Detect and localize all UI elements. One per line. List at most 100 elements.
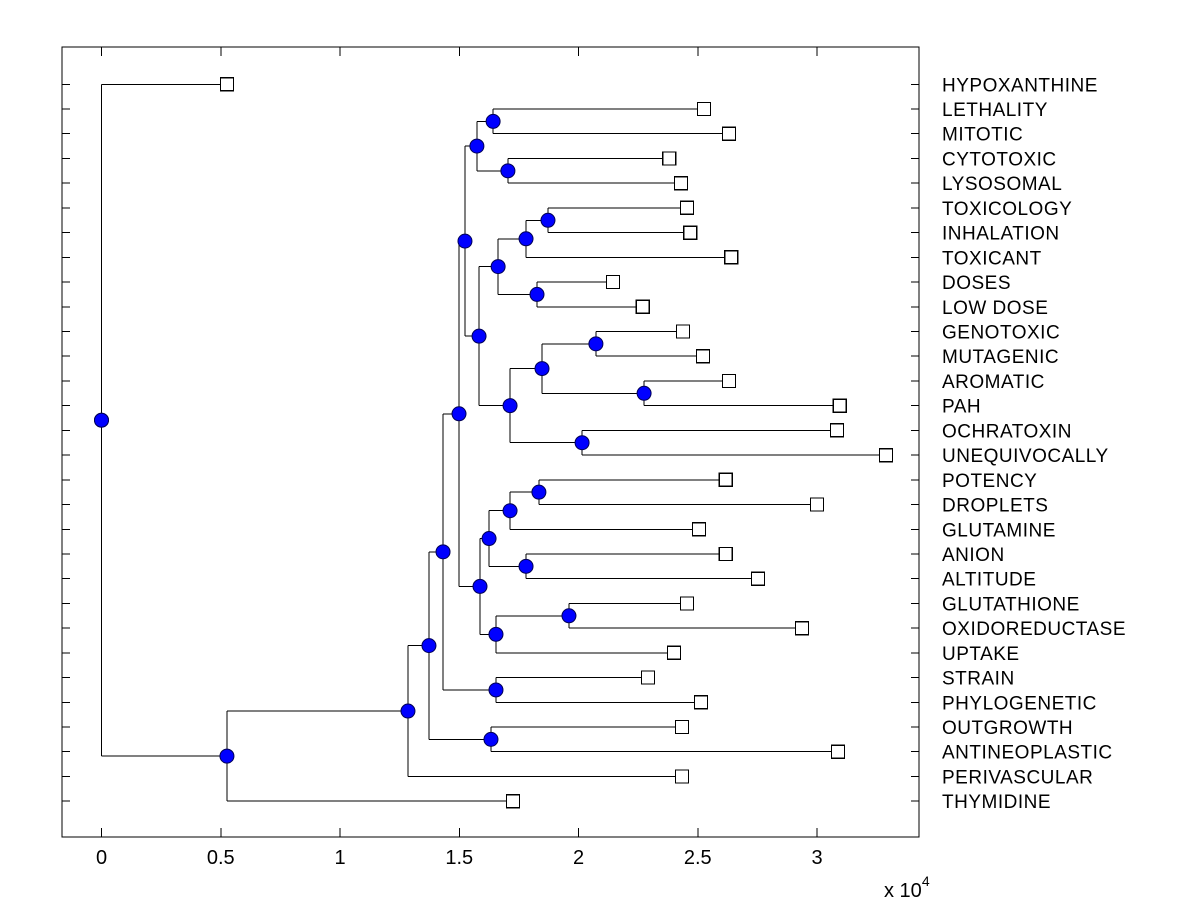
internal-node-marker (457, 233, 473, 249)
internal-node-marker (518, 558, 534, 574)
leaf-marker (666, 645, 682, 661)
leaf-label: TOXICOLOGY (942, 199, 1072, 220)
leaf-marker (691, 522, 707, 537)
leaf-marker (674, 719, 690, 735)
leaf-label: UNEQUIVOCALLY (942, 446, 1109, 467)
leaf-marker (721, 126, 737, 141)
leaf-marker (635, 299, 651, 314)
internal-node-marker (561, 608, 577, 624)
leaf-label: AROMATIC (942, 372, 1045, 393)
internal-node-marker (574, 435, 590, 451)
leaf-label: MUTAGENIC (942, 347, 1059, 368)
internal-node-marker (94, 412, 109, 428)
leaf-marker (832, 398, 848, 413)
leaf-markers (219, 77, 894, 809)
internal-node-marker (472, 578, 488, 594)
leaf-label: LETHALITY (942, 100, 1048, 121)
leaf-label: INHALATION (942, 224, 1060, 245)
internal-node-marker (502, 503, 518, 519)
leaf-marker (675, 324, 691, 339)
leaf-marker (721, 373, 737, 389)
leaf-marker (794, 620, 810, 636)
leaf-marker (718, 546, 734, 562)
internal-node-marker (421, 638, 437, 654)
leaf-label: LOW DOSE (942, 298, 1048, 319)
internal-node-marker (534, 361, 550, 377)
internal-node-marker (500, 163, 516, 179)
leaf-label: ANTINEOPLASTIC (942, 743, 1113, 764)
leaf-label: THYMIDINE (942, 792, 1051, 813)
leaf-marker (695, 349, 711, 364)
internal-node-marker (502, 398, 518, 414)
leaf-marker (605, 274, 621, 290)
leaf-marker (809, 497, 825, 512)
internal-node-marker (219, 748, 235, 764)
leaf-label: ALTITUDE (942, 570, 1036, 591)
leaf-label: PHYLOGENETIC (942, 693, 1097, 714)
leaf-label: POTENCY (942, 471, 1037, 492)
leaf-marker (723, 250, 739, 265)
x-tick-label: 1 (334, 847, 345, 869)
internal-node-marker (518, 231, 534, 247)
x-tick-label: 2 (573, 847, 584, 869)
internal-node-marker (400, 703, 416, 719)
leaf-label: ANION (942, 545, 1005, 566)
internal-node-marker (481, 531, 497, 547)
leaf-label: DOSES (942, 273, 1011, 294)
leaf-marker (219, 77, 235, 92)
labels: 0 0.5 1 1.5 2 2.5 3 x 104 HYPOXANTHINE LETHALITY M… (96, 75, 1126, 902)
leaf-marker (673, 176, 689, 191)
internal-node-marker (540, 212, 556, 228)
internal-node-marker (488, 626, 504, 642)
internal-node-marker (529, 286, 545, 302)
leaf-label: GLUTAMINE (942, 520, 1056, 541)
leaf-marker (829, 423, 845, 438)
internal-node-marker (488, 682, 504, 698)
internal-node-marker (531, 484, 547, 500)
leaf-marker (750, 571, 766, 586)
leaf-marker (505, 794, 521, 809)
leaf-marker (830, 744, 846, 759)
leaf-label: PERIVASCULAR (942, 767, 1093, 788)
internal-node-marker (490, 259, 506, 275)
internal-node-marker (485, 113, 501, 129)
node-markers (94, 113, 652, 764)
internal-node-marker (483, 731, 499, 747)
leaf-label: CYTOTOXIC (942, 149, 1057, 170)
x-tick-label: 3 (811, 847, 822, 869)
axes (61, 46, 920, 838)
internal-node-marker (451, 406, 467, 422)
leaf-marker (679, 596, 695, 611)
leaf-label: HYPOXANTHINE (942, 75, 1098, 96)
leaf-label: DROPLETS (942, 496, 1048, 517)
axis-multiplier-label: x 104 (884, 873, 930, 900)
leaf-label: STRAIN (942, 669, 1015, 690)
leaf-marker (679, 200, 695, 216)
leaf-label: LYSOSOMAL (942, 174, 1062, 195)
leaf-marker (661, 151, 677, 166)
internal-node-marker (435, 544, 451, 560)
leaf-label: OCHRATOXIN (942, 421, 1072, 442)
leaf-label: MITOTIC (942, 125, 1023, 146)
internal-node-marker (636, 385, 652, 401)
leaf-label: TOXICANT (942, 248, 1042, 269)
leaf-marker (693, 695, 709, 710)
leaf-marker (682, 225, 698, 240)
leaf-marker (878, 447, 894, 463)
leaf-marker (696, 101, 712, 117)
x-tick-label: 0 (96, 847, 107, 869)
x-tick-label: 0.5 (207, 847, 235, 869)
x-tick-label: 2.5 (684, 847, 712, 869)
leaf-label: OXIDOREDUCTASE (942, 619, 1126, 640)
internal-node-marker (469, 138, 485, 154)
leaf-label: GLUTATHIONE (942, 594, 1080, 615)
leaf-marker (640, 670, 656, 685)
leaf-label: OUTGROWTH (942, 718, 1073, 739)
leaf-marker (674, 769, 690, 784)
internal-node-marker (471, 328, 487, 344)
leaf-label: UPTAKE (942, 644, 1020, 665)
internal-node-marker (588, 336, 604, 352)
x-tick-label: 1.5 (445, 847, 473, 869)
